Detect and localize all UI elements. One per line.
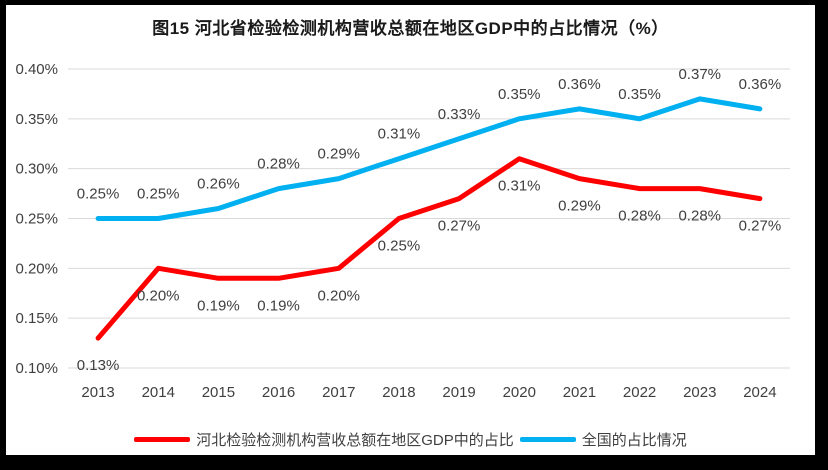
series-line-1 bbox=[95, 96, 763, 221]
legend-label-hebei: 河北检验检测机构营收总额在地区GDP中的占比 bbox=[196, 431, 514, 449]
y-axis-tick-label: 0.10% bbox=[15, 360, 58, 377]
legend-swatch-blue-line bbox=[519, 436, 576, 442]
data-label: 0.28% bbox=[618, 208, 661, 225]
data-label: 0.26% bbox=[197, 176, 240, 193]
y-axis-tick-label: 0.15% bbox=[15, 310, 58, 327]
data-label: 0.20% bbox=[137, 287, 180, 304]
x-axis-tick-label: 2013 bbox=[81, 384, 114, 401]
y-axis-tick-label: 0.30% bbox=[15, 161, 58, 178]
x-axis-tick-label: 2014 bbox=[142, 384, 175, 401]
x-axis-tick-label: 2017 bbox=[322, 384, 355, 401]
data-label: 0.31% bbox=[378, 126, 421, 143]
data-label: 0.37% bbox=[678, 66, 721, 83]
y-axis-tick-label: 0.40% bbox=[15, 61, 58, 78]
data-label: 0.27% bbox=[438, 218, 481, 235]
data-label: 0.20% bbox=[317, 287, 360, 304]
data-label: 0.35% bbox=[498, 86, 541, 103]
legend-label-national: 全国的占比情况 bbox=[581, 431, 687, 449]
data-label: 0.35% bbox=[618, 86, 661, 103]
y-axis-tick-label: 0.20% bbox=[15, 260, 58, 277]
data-label: 0.27% bbox=[739, 218, 782, 235]
data-label: 0.31% bbox=[498, 178, 541, 195]
legend: 河北检验检测机构营收总额在地区GDP中的占比 全国的占比情况 bbox=[6, 427, 815, 451]
x-axis-tick-label: 2018 bbox=[382, 384, 415, 401]
data-label: 0.28% bbox=[257, 156, 300, 173]
series-line-0 bbox=[95, 156, 763, 341]
legend-item-national: 全国的占比情况 bbox=[519, 429, 687, 450]
y-axis-tick-label: 0.25% bbox=[15, 211, 58, 228]
data-label: 0.29% bbox=[317, 146, 360, 163]
data-label: 0.25% bbox=[77, 186, 120, 203]
chart-canvas bbox=[6, 5, 815, 455]
x-axis-tick-label: 2015 bbox=[202, 384, 235, 401]
data-label: 0.13% bbox=[77, 357, 120, 374]
data-label: 0.19% bbox=[257, 297, 300, 314]
x-axis-tick-label: 2016 bbox=[262, 384, 295, 401]
data-label: 0.25% bbox=[378, 238, 421, 255]
x-axis-tick-label: 2023 bbox=[683, 384, 716, 401]
data-label: 0.19% bbox=[197, 297, 240, 314]
data-label: 0.29% bbox=[558, 198, 601, 215]
data-label: 0.33% bbox=[438, 106, 481, 123]
data-label: 0.25% bbox=[137, 186, 180, 203]
legend-item-hebei: 河北检验检测机构营收总额在地区GDP中的占比 bbox=[134, 429, 514, 450]
legend-swatch-red-line bbox=[134, 436, 191, 442]
x-axis-tick-label: 2021 bbox=[563, 384, 596, 401]
x-axis-tick-label: 2020 bbox=[503, 384, 536, 401]
data-label: 0.36% bbox=[558, 76, 601, 93]
x-axis-tick-label: 2024 bbox=[743, 384, 776, 401]
x-axis-tick-label: 2019 bbox=[442, 384, 475, 401]
x-axis-tick-label: 2022 bbox=[623, 384, 656, 401]
chart-title: 图15 河北省检验检测机构营收总额在地区GDP中的占比情况（%） bbox=[152, 19, 669, 38]
y-axis-tick-label: 0.35% bbox=[15, 111, 58, 128]
data-label: 0.36% bbox=[739, 76, 782, 93]
data-label: 0.28% bbox=[678, 208, 721, 225]
